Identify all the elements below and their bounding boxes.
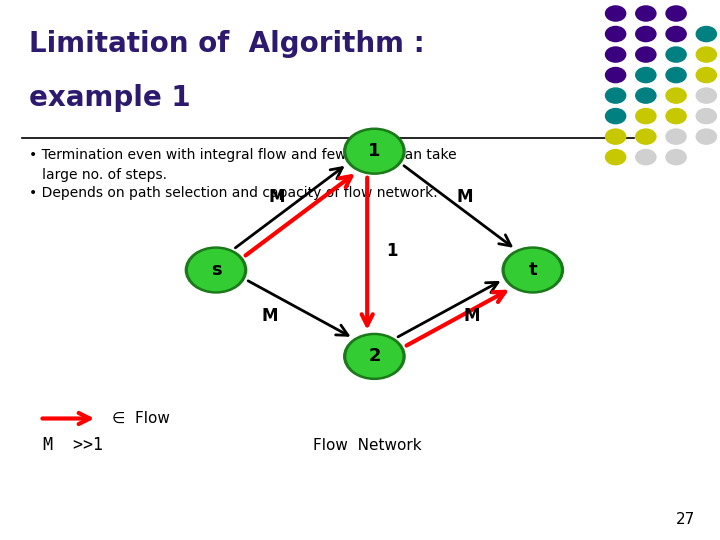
Circle shape xyxy=(636,47,656,62)
Text: M: M xyxy=(464,307,480,325)
Text: Limitation of  Algorithm :: Limitation of Algorithm : xyxy=(29,30,425,58)
Circle shape xyxy=(343,128,405,174)
Circle shape xyxy=(696,47,716,62)
Text: large no. of steps.: large no. of steps. xyxy=(29,168,167,183)
Circle shape xyxy=(606,6,626,21)
Circle shape xyxy=(347,336,402,377)
Circle shape xyxy=(696,129,716,144)
Text: t: t xyxy=(528,261,537,279)
Text: ∈  Flow: ∈ Flow xyxy=(112,411,169,426)
Circle shape xyxy=(636,6,656,21)
Circle shape xyxy=(696,26,716,42)
Text: 27: 27 xyxy=(675,511,695,526)
Circle shape xyxy=(666,68,686,83)
Circle shape xyxy=(666,150,686,165)
Circle shape xyxy=(502,247,564,293)
Text: example 1: example 1 xyxy=(29,84,190,112)
Circle shape xyxy=(343,333,405,380)
Circle shape xyxy=(666,88,686,103)
Circle shape xyxy=(636,150,656,165)
Text: M: M xyxy=(269,188,285,206)
Text: M: M xyxy=(456,188,472,206)
Circle shape xyxy=(606,88,626,103)
Text: • Depends on path selection and capacity of flow network.: • Depends on path selection and capacity… xyxy=(29,186,438,200)
Circle shape xyxy=(185,247,247,293)
Text: 2: 2 xyxy=(368,347,381,366)
Circle shape xyxy=(666,109,686,124)
Circle shape xyxy=(606,109,626,124)
Text: 1: 1 xyxy=(368,142,381,160)
Text: s: s xyxy=(211,261,221,279)
Circle shape xyxy=(666,26,686,42)
Circle shape xyxy=(666,47,686,62)
Text: M  >>1: M >>1 xyxy=(43,436,103,455)
Text: 1: 1 xyxy=(387,242,398,260)
Circle shape xyxy=(636,68,656,83)
Circle shape xyxy=(696,88,716,103)
Circle shape xyxy=(696,109,716,124)
Text: M: M xyxy=(262,307,278,325)
Circle shape xyxy=(606,68,626,83)
Circle shape xyxy=(696,68,716,83)
Circle shape xyxy=(606,129,626,144)
Circle shape xyxy=(606,26,626,42)
Circle shape xyxy=(666,129,686,144)
Circle shape xyxy=(606,150,626,165)
Circle shape xyxy=(347,131,402,172)
Circle shape xyxy=(505,249,560,291)
Circle shape xyxy=(636,109,656,124)
Circle shape xyxy=(189,249,243,291)
Circle shape xyxy=(606,47,626,62)
Text: Flow  Network: Flow Network xyxy=(313,438,421,453)
Circle shape xyxy=(636,88,656,103)
Circle shape xyxy=(636,129,656,144)
Circle shape xyxy=(666,6,686,21)
Circle shape xyxy=(636,26,656,42)
Text: • Termination even with integral flow and few nodes can take: • Termination even with integral flow an… xyxy=(29,148,456,163)
